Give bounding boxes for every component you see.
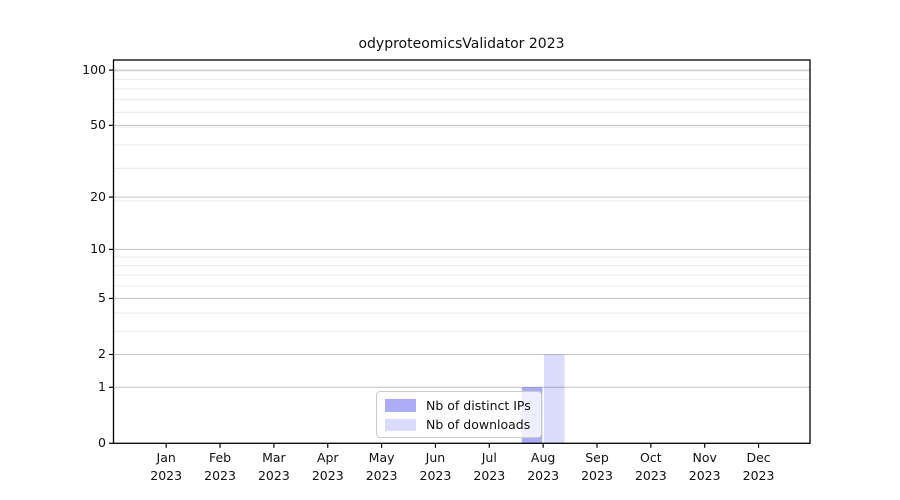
legend-swatch-downloads (385, 418, 416, 431)
y-tick-label: 2 (98, 346, 106, 362)
x-tick-month: Mar (262, 450, 286, 465)
x-tick-label: Apr 2023 (300, 449, 356, 484)
chart-title: odyproteomicsValidator 2023 (358, 36, 565, 52)
legend: Nb of distinct IPs Nb of downloads (376, 391, 542, 438)
x-tick-month: Feb (208, 450, 232, 465)
x-tick-label: Sep 2023 (569, 449, 625, 484)
x-tick-year: 2023 (150, 467, 183, 483)
x-tick-label: Aug 2023 (515, 449, 571, 484)
x-tick-label: Dec 2023 (731, 449, 787, 484)
x-tick-year: 2023 (204, 467, 236, 483)
legend-label-downloads: Nb of downloads (426, 417, 531, 433)
bar-downloads-aug (543, 354, 565, 444)
y-tick-label: 100 (82, 62, 106, 78)
x-tick-month: Oct (640, 450, 662, 465)
x-tick-year: 2023 (419, 467, 452, 483)
x-tick-month: Sep (585, 450, 609, 465)
x-tick-year: 2023 (527, 467, 560, 483)
x-tick-label: Feb 2023 (192, 449, 248, 484)
x-tick-month: Jul (481, 450, 497, 465)
x-tick-year: 2023 (365, 467, 398, 483)
x-tick-label: Jul 2023 (461, 449, 517, 484)
x-tick-label: Jun 2023 (407, 449, 463, 484)
x-tick-year: 2023 (688, 467, 721, 483)
x-tick-label: Oct 2023 (623, 449, 679, 484)
x-tick-month: Dec (746, 450, 771, 465)
x-tick-year: 2023 (257, 467, 290, 483)
y-tick-label: 50 (90, 117, 106, 133)
y-tick-label: 0 (98, 435, 106, 451)
x-tick-year: 2023 (634, 467, 667, 483)
x-tick-month: Nov (692, 450, 717, 465)
x-tick-year: 2023 (581, 467, 613, 483)
y-tick-label: 10 (90, 241, 106, 257)
x-tick-month: Jan (156, 450, 176, 465)
x-tick-label: Mar 2023 (246, 449, 302, 484)
x-tick-label: Nov 2023 (677, 449, 733, 484)
x-tick-month: Aug (530, 450, 556, 465)
y-tick-label: 1 (98, 379, 106, 395)
legend-item-downloads: Nb of downloads (377, 415, 541, 435)
x-tick-label: May 2023 (354, 449, 410, 484)
plot-border (112, 59, 811, 444)
legend-item-distinct-ips: Nb of distinct IPs (377, 396, 541, 416)
legend-swatch-distinct-ips (385, 399, 416, 412)
x-tick-month: Jun (425, 450, 446, 465)
x-tick-label: Jan 2023 (138, 449, 194, 484)
x-tick-year: 2023 (742, 467, 775, 483)
y-tick-label: 5 (98, 290, 106, 306)
x-tick-year: 2023 (311, 467, 344, 483)
x-tick-month: Apr (316, 450, 339, 465)
legend-label-distinct-ips: Nb of distinct IPs (426, 397, 531, 413)
y-tick-label: 20 (90, 189, 106, 205)
x-tick-year: 2023 (473, 467, 506, 483)
x-tick-month: May (368, 450, 395, 465)
